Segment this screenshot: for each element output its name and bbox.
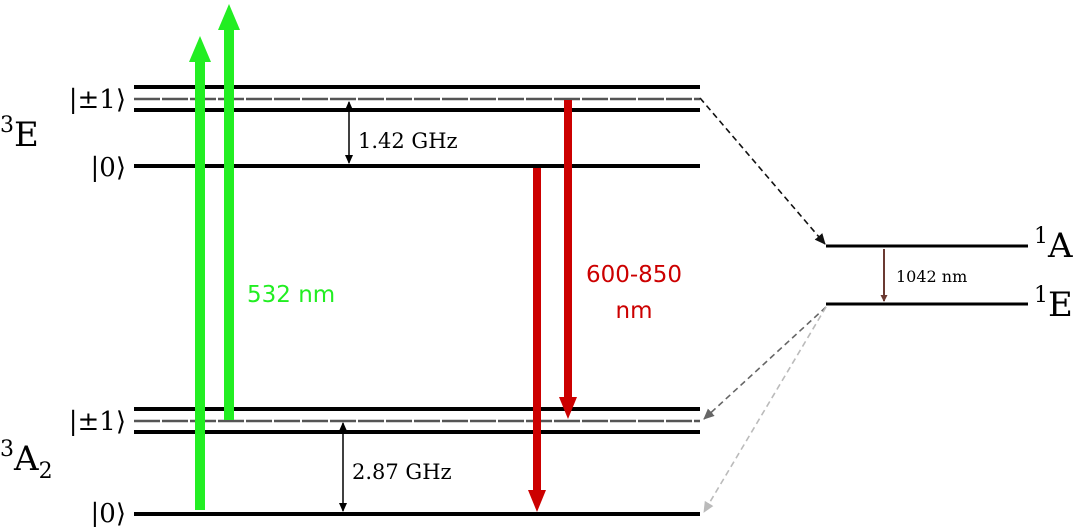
emission-arrowhead-to-0 <box>528 490 546 512</box>
excited-0-state-label: |0⟩ <box>91 153 126 183</box>
ground-pm1-state-label: |±1⟩ <box>69 407 126 437</box>
singlet-wavelength-label: 1042 nm <box>896 267 967 286</box>
isc-arrow-to-ground-pm1 <box>703 306 827 420</box>
excitation-arrows <box>189 4 240 510</box>
ground-splitting-label: 2.87 GHz <box>352 460 452 484</box>
singlet-levels <box>826 244 1028 306</box>
isc-arrow-to-ground-0 <box>703 306 827 513</box>
excited-splitting-label: 1.42 GHz <box>358 129 458 153</box>
singlet-1e-label: 1E <box>1034 283 1073 325</box>
excited-triplet-label: 3E <box>0 113 39 155</box>
excitation-arrowhead-from-pm1 <box>218 4 240 30</box>
ground-triplet-label: 3A2 <box>0 437 53 484</box>
emission-wavelength-label-line1: 600-850 <box>586 262 682 288</box>
singlet-1a-label: 1A <box>1034 224 1073 266</box>
isc-arrow-to-1a <box>699 97 826 245</box>
excitation-wavelength-label: 532 nm <box>247 282 335 308</box>
intersystem-crossing-arrows <box>699 97 827 513</box>
emission-arrowhead-to-pm1 <box>559 397 577 419</box>
excited-triplet-levels <box>134 85 700 168</box>
emission-arrows <box>528 100 577 512</box>
excited-pm1-state-label: |±1⟩ <box>69 85 126 115</box>
excitation-arrowhead-from-0 <box>189 36 211 62</box>
emission-wavelength-label-line2: nm <box>616 298 653 324</box>
ground-0-state-label: |0⟩ <box>91 499 126 527</box>
